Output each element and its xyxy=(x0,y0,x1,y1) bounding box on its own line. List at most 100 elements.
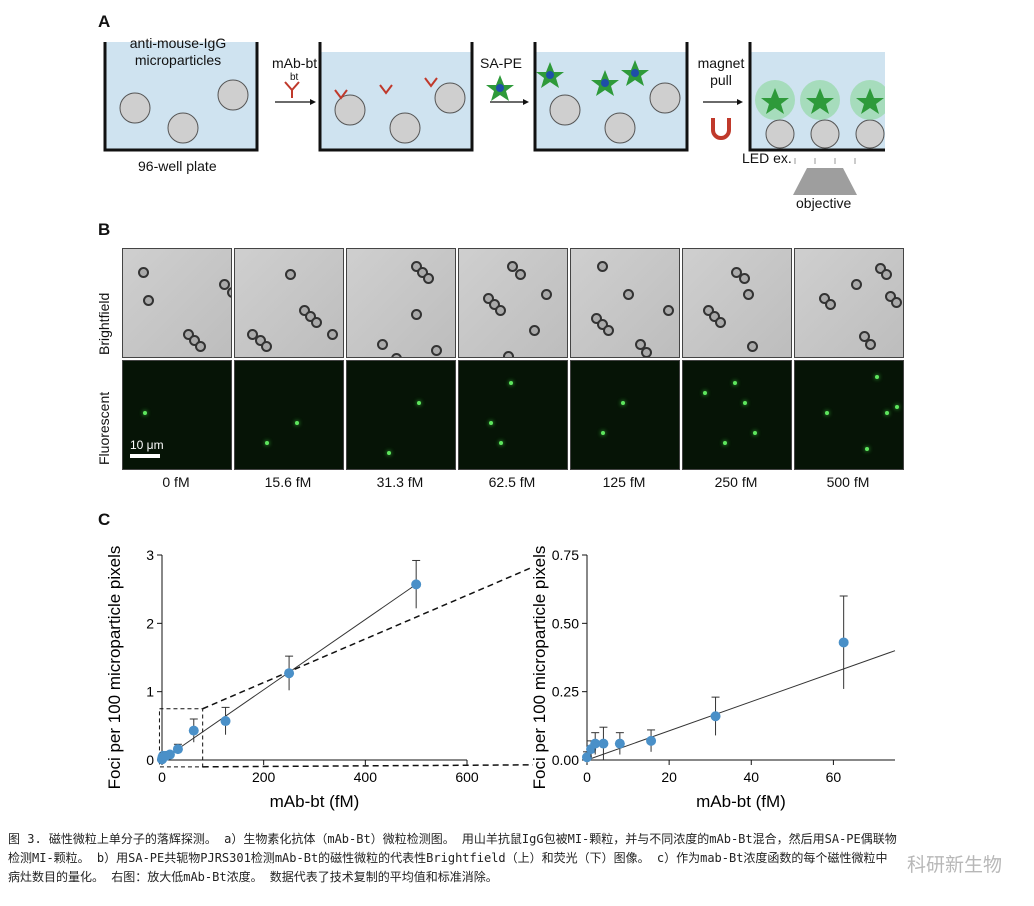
caption-line-2: 检测MI-颗粒。 b）用SA-PE共轭物PJRS301检测mAb-Bt的磁性微粒… xyxy=(8,851,888,865)
chart-right: 0.00 0.25 0.50 0.75 0 20 40 60 mAb-bt (fM) Foci p… xyxy=(530,546,896,811)
concentration-label: 125 fM xyxy=(602,474,646,490)
fluorescent-focus xyxy=(387,451,391,455)
bead xyxy=(299,305,310,316)
plate-label: 96-well plate xyxy=(138,158,217,174)
y-tick-label: 0.00 xyxy=(552,752,579,768)
inset-box xyxy=(158,708,204,768)
bead xyxy=(189,335,200,346)
bead xyxy=(247,329,258,340)
y-tick-label: 0.50 xyxy=(552,615,579,631)
x-tick-label: 40 xyxy=(743,769,759,785)
bead xyxy=(825,299,836,310)
x-axis-label: mAb-bt (fM) xyxy=(270,792,360,811)
bead xyxy=(703,305,714,316)
x-tick-label: 400 xyxy=(354,769,378,785)
fluorescent-focus xyxy=(601,431,605,435)
bead xyxy=(483,293,494,304)
bead xyxy=(663,305,674,316)
bead xyxy=(881,269,892,280)
bead xyxy=(195,341,206,352)
bead xyxy=(503,351,514,357)
bead xyxy=(819,293,830,304)
bead xyxy=(731,267,742,278)
bead xyxy=(431,345,442,356)
fluorescent-image xyxy=(794,360,904,470)
bead xyxy=(219,279,230,290)
bead xyxy=(423,273,434,284)
row-label-brightfield: Brightfield xyxy=(96,292,112,355)
data-point xyxy=(590,738,601,749)
step1-sub-label: bt xyxy=(290,72,299,83)
fluorescent-focus xyxy=(143,411,147,415)
row-label-fluorescent: Fluorescent xyxy=(96,391,112,465)
bead xyxy=(875,263,886,274)
fluorescent-focus xyxy=(703,391,707,395)
data-point xyxy=(188,725,199,736)
y-tick-label: 0.75 xyxy=(552,547,579,563)
panel-c-letter: C xyxy=(98,510,111,529)
fluorescent-focus xyxy=(885,411,889,415)
bead xyxy=(507,261,518,272)
bead xyxy=(623,289,634,300)
data-point xyxy=(220,716,231,727)
fluorescent-focus xyxy=(723,441,727,445)
y-tick-label: 0 xyxy=(146,752,154,768)
concentration-label: 500 fM xyxy=(826,474,870,490)
x-tick-label: 200 xyxy=(252,769,276,785)
bead xyxy=(739,273,750,284)
step1-label: mAb-bt xyxy=(272,55,318,71)
fluorescent-focus xyxy=(743,401,747,405)
panel-a-letter: A xyxy=(98,12,111,31)
bead xyxy=(143,295,154,306)
x-tick-label: 0 xyxy=(158,769,166,785)
brightfield-image xyxy=(346,248,456,358)
fluorescent-focus xyxy=(825,411,829,415)
x-tick-label: 0 xyxy=(583,769,591,785)
bead xyxy=(227,287,231,298)
bead xyxy=(709,311,720,322)
brightfield-image xyxy=(122,248,232,358)
bead xyxy=(311,317,322,328)
fluorescent-focus xyxy=(621,401,625,405)
data-point xyxy=(164,749,175,760)
bead xyxy=(891,297,902,308)
bead xyxy=(417,267,428,278)
bead xyxy=(603,325,614,336)
bead xyxy=(859,331,870,342)
x-tick-label: 60 xyxy=(826,769,842,785)
y-tick-label: 3 xyxy=(146,547,154,563)
concentration-label: 62.5 fM xyxy=(488,474,536,490)
concentration-label: 0 fM xyxy=(162,474,190,490)
x-axis-label: mAb-bt (fM) xyxy=(696,792,786,811)
magnet-icon xyxy=(711,118,731,140)
concentration-label: 250 fM xyxy=(714,474,758,490)
caption-line-1: 图 3. 磁性微粒上单分子的落辉探测。 a）生物素化抗体（mAb-Bt）微粒检测… xyxy=(8,832,897,846)
fluorescent-focus xyxy=(895,405,899,409)
fluorescent-focus xyxy=(753,431,757,435)
data-point xyxy=(172,744,183,755)
x-tick-label: 20 xyxy=(661,769,677,785)
watermark: 科研新生物 xyxy=(906,855,1002,876)
scale-bar-label: 10 μm xyxy=(130,438,164,452)
bead xyxy=(305,311,316,322)
fluorescent-focus xyxy=(875,375,879,379)
fluorescent-image xyxy=(458,360,568,470)
bead xyxy=(138,267,149,278)
bead xyxy=(597,319,608,330)
bead xyxy=(865,339,876,350)
zoom-line-bottom xyxy=(202,764,534,768)
scale-bar xyxy=(130,454,160,458)
bead xyxy=(183,329,194,340)
bead xyxy=(285,269,296,280)
objective-label: objective xyxy=(796,195,852,211)
step2-label: SA-PE xyxy=(480,55,523,71)
concentration-label: 15.6 fM xyxy=(264,474,312,490)
y-tick-label: 0.25 xyxy=(552,684,579,700)
concentration-label: 31.3 fM xyxy=(376,474,424,490)
figure-caption: 图 3. 磁性微粒上单分子的落辉探测。 a）生物素化抗体（mAb-Bt）微粒检测… xyxy=(8,830,1028,887)
bead xyxy=(851,279,862,290)
bead xyxy=(597,261,608,272)
step3-label: magnet pull xyxy=(697,55,745,88)
objective-icon xyxy=(793,168,857,195)
led-label: LED ex. xyxy=(742,150,792,166)
